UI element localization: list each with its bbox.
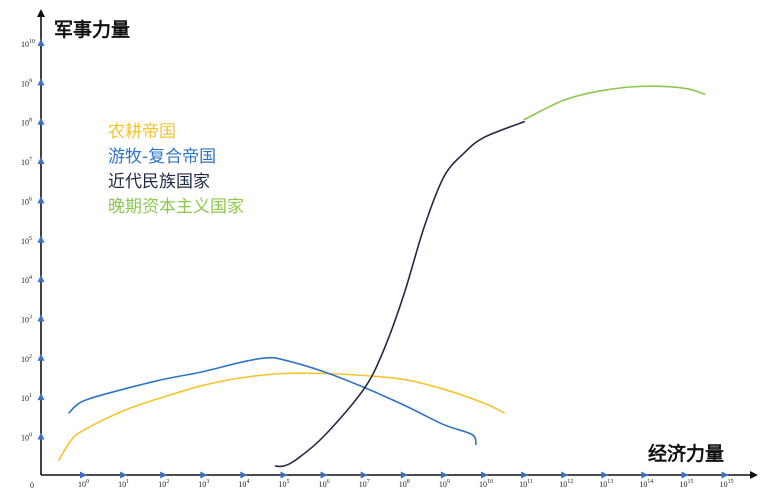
x-tick-label: 1012	[559, 479, 573, 489]
axes	[37, 9, 758, 479]
x-tick-mark	[320, 471, 328, 479]
x-tick-mark	[120, 471, 128, 479]
y-tick-label: 106	[21, 196, 32, 206]
x-tick-mark	[440, 471, 448, 479]
x-tick-mark	[641, 471, 649, 479]
x-tick-label: 107	[359, 479, 370, 489]
x-tick-mark	[561, 471, 569, 479]
x-tick-mark	[521, 471, 529, 479]
x-tick-label: 105	[279, 479, 290, 489]
x-tick-mark	[240, 471, 248, 479]
y-tick-mark	[37, 235, 45, 243]
y-tick-mark	[37, 157, 45, 165]
y-tick-label: 108	[21, 118, 32, 128]
x-tick-label: 1013	[599, 479, 613, 489]
series-line-late-capitalist-state	[523, 85, 706, 121]
x-tick-label: 1015	[680, 479, 694, 489]
y-tick-mark	[37, 117, 45, 125]
x-tick-label: 101	[118, 479, 129, 489]
x-axis-title: 经济力量	[648, 442, 724, 465]
y-axis-title: 军事力量	[54, 18, 130, 41]
y-tick-label: 101	[21, 393, 32, 403]
y-ticks: 100 101 102 103 104 105 106 107 108 109 1010	[21, 39, 45, 443]
y-tick-mark	[37, 353, 45, 361]
y-tick-label: 1010	[21, 39, 35, 49]
x-tick-label: 102	[158, 479, 169, 489]
x-tick-mark	[481, 471, 488, 479]
x-tick-mark	[80, 471, 87, 479]
origin-label: 0	[30, 481, 34, 490]
x-tick-mark	[601, 471, 609, 479]
series-line-agrarian-empire	[58, 372, 505, 461]
x-tick-mark	[400, 471, 408, 479]
x-tick-mark	[721, 471, 729, 479]
x-tick-mark	[681, 471, 689, 479]
y-tick-label: 109	[21, 78, 32, 88]
x-tick-label: 103	[198, 479, 209, 489]
x-ticks: 100 101 102 103 104 105 106 107 108 109 1010 1011 10…	[78, 471, 734, 489]
x-tick-label: 106	[319, 479, 330, 489]
x-tick-label: 109	[439, 479, 450, 489]
y-tick-mark	[37, 393, 45, 401]
y-tick-mark	[37, 432, 45, 440]
x-tick-label: 1011	[519, 479, 533, 489]
series-line-nomadic-composite-empire	[68, 356, 477, 446]
legend-item-nomadic-composite-empire: 游牧-复合帝国	[108, 147, 216, 167]
y-tick-label: 103	[21, 314, 32, 324]
x-tick-mark	[160, 471, 168, 479]
legend-item-agrarian-empire: 农耕帝国	[108, 122, 176, 142]
legend-item-late-capitalist-state: 晚期资本主义国家	[108, 197, 244, 217]
x-tick-mark	[200, 471, 208, 479]
x-axis-arrow	[750, 471, 758, 479]
y-tick-label: 105	[21, 236, 32, 246]
y-tick-mark	[37, 39, 45, 46]
x-tick-label: 100	[78, 479, 89, 489]
x-tick-label: 1015	[720, 479, 734, 489]
y-tick-label: 100	[21, 433, 32, 443]
legend-item-modern-nation-state: 近代民族国家	[108, 172, 210, 192]
y-tick-label: 102	[21, 354, 32, 364]
y-tick-mark	[37, 275, 45, 283]
y-tick-mark	[37, 196, 45, 204]
y-tick-mark	[37, 78, 45, 86]
y-tick-label: 104	[21, 275, 32, 285]
series-lines	[58, 85, 706, 468]
x-tick-label: 1014	[639, 479, 653, 489]
x-tick-mark	[280, 471, 288, 479]
y-axis-arrow	[37, 9, 45, 17]
x-tick-label: 108	[399, 479, 410, 489]
y-tick-label: 107	[21, 157, 32, 167]
x-tick-mark	[360, 471, 368, 479]
series-line-modern-nation-state	[274, 120, 525, 468]
y-tick-mark	[37, 314, 45, 322]
x-tick-label: 1010	[479, 479, 493, 489]
x-tick-label: 104	[238, 479, 249, 489]
